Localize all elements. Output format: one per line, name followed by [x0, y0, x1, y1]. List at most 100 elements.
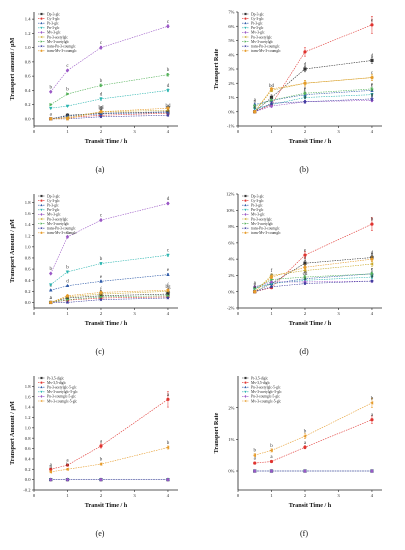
significance-letter: a — [100, 439, 103, 444]
data-point — [99, 279, 103, 283]
data-point — [99, 262, 103, 266]
legend-label: Pn-3-acetylglc — [47, 35, 68, 39]
significance-letter: e — [100, 275, 103, 280]
significance-letter: a — [371, 275, 374, 280]
data-point — [99, 109, 103, 114]
data-point — [166, 477, 170, 482]
x-tick-label: 1 — [270, 311, 273, 316]
legend-label: Mv-3-glc — [251, 31, 265, 35]
significance-letter: a — [254, 457, 257, 462]
significance-letter: b — [100, 79, 103, 84]
data-point — [65, 463, 70, 467]
y-tick-label: 1.8 — [25, 200, 31, 205]
significance-letter: a — [254, 98, 257, 103]
data-point — [98, 114, 103, 119]
significance-letter: a — [254, 105, 257, 110]
significance-letter: bd — [98, 105, 104, 110]
x-tick-label: 4 — [371, 311, 374, 316]
significance-letter: f — [167, 284, 169, 289]
legend-label: Pt-3-glc — [47, 204, 59, 208]
data-point — [303, 468, 307, 474]
significance-letter: b — [66, 87, 69, 92]
data-point — [302, 99, 307, 104]
legend-label: Mv-3-acetylglc-5-glc — [251, 390, 282, 394]
legend-marker — [40, 194, 43, 198]
x-tick-label: 0 — [237, 129, 240, 134]
legend-label: trans-Pn-3-coumglc — [251, 45, 280, 49]
legend-marker — [244, 381, 247, 384]
y-axis-title: Transport Amount / μM — [9, 219, 16, 283]
chart-e: 0 1 2 3 4 -0.2 0.0 0.2 0.4 0.6 0.8 1.0 1.2 1.4 1.6 1.8 T… — [9, 376, 178, 509]
data-point — [99, 295, 103, 299]
y-tick-label: 1.8 — [25, 384, 31, 389]
data-point — [65, 270, 70, 274]
y-tick-label: 0.8 — [25, 59, 31, 64]
data-point — [48, 117, 53, 121]
x-axis-title: Transit Time / h — [289, 138, 332, 145]
x-tick-label: 2 — [304, 129, 307, 134]
data-point — [48, 283, 53, 287]
legend: Dp-3-glcCy-3-glcPt-3-glcPn-3-glcMv-3-glc… — [38, 12, 77, 53]
data-point — [269, 284, 274, 289]
x-tick-label: 4 — [167, 493, 170, 498]
data-point — [303, 265, 307, 269]
legend-label: trans-Pn-3-coumglc — [47, 227, 76, 231]
significance-letter: a — [270, 455, 273, 460]
significance-letter: f — [304, 261, 306, 266]
series-Mv-3,5-diglc: a a a a — [49, 391, 170, 471]
data-point — [303, 261, 307, 265]
data-point — [252, 107, 257, 111]
series-line — [254, 90, 372, 105]
significance-letter: b — [253, 449, 256, 454]
legend-label: Pn-3-coumglc-5-glc — [251, 395, 280, 399]
significance-letter: a — [254, 281, 257, 286]
panel-a: 0 1 2 3 4 0.0 0.2 0.4 0.6 0.8 1.0 1.2 1.4 Transit Tim… — [0, 0, 200, 160]
data-point — [166, 397, 170, 401]
significance-letter: d — [167, 84, 170, 89]
legend-label: Pn-3-acetylglc-5-glc — [251, 386, 281, 390]
data-point — [166, 201, 170, 206]
series-Pt-3-glc: a d e e — [48, 268, 170, 292]
data-point — [65, 300, 70, 305]
significance-letter: bg — [165, 285, 171, 290]
legend-label: Mv-3-glc — [251, 213, 265, 217]
data-point — [48, 288, 53, 292]
legend-label: Cy-3-glc — [251, 199, 264, 203]
series-line — [50, 447, 169, 473]
legend-label: Pt-3-glc — [251, 204, 263, 208]
legend-marker — [40, 231, 43, 234]
series-line — [254, 258, 372, 292]
y-tick-label: 2% — [228, 405, 234, 410]
y-tick-label: 0.2 — [25, 467, 31, 472]
data-point — [65, 296, 70, 300]
y-tick-label: 1.0 — [25, 244, 31, 249]
legend-marker — [40, 40, 43, 43]
data-point — [370, 87, 374, 91]
significance-letter: b — [49, 465, 52, 470]
y-tick-label: 0% — [228, 469, 234, 474]
x-tick-label: 0 — [33, 311, 36, 316]
data-point — [370, 272, 374, 276]
y-tick-label: 1.6 — [25, 211, 31, 216]
data-point — [370, 23, 374, 27]
significance-letter: e — [304, 87, 307, 92]
data-point — [166, 253, 170, 258]
data-point — [166, 106, 170, 110]
data-point — [48, 271, 53, 276]
legend-label: Pt-3,5-diglc — [47, 376, 64, 381]
data-point — [252, 468, 257, 474]
legend-label: Pn-3-glc — [251, 208, 264, 212]
significance-letter: a — [371, 92, 374, 97]
x-tick-label: 0 — [237, 311, 240, 316]
y-tick-label: 0.0 — [25, 300, 31, 305]
data-point — [302, 281, 307, 286]
legend-marker — [244, 35, 247, 39]
data-point — [303, 275, 307, 279]
legend-label: Mv-3-acetylglc — [47, 222, 70, 226]
significance-letter: c — [100, 214, 103, 219]
legend-marker — [40, 21, 43, 25]
data-point — [98, 297, 103, 302]
legend-marker — [40, 212, 43, 216]
legend-label: Mv-3-glc — [47, 31, 61, 35]
